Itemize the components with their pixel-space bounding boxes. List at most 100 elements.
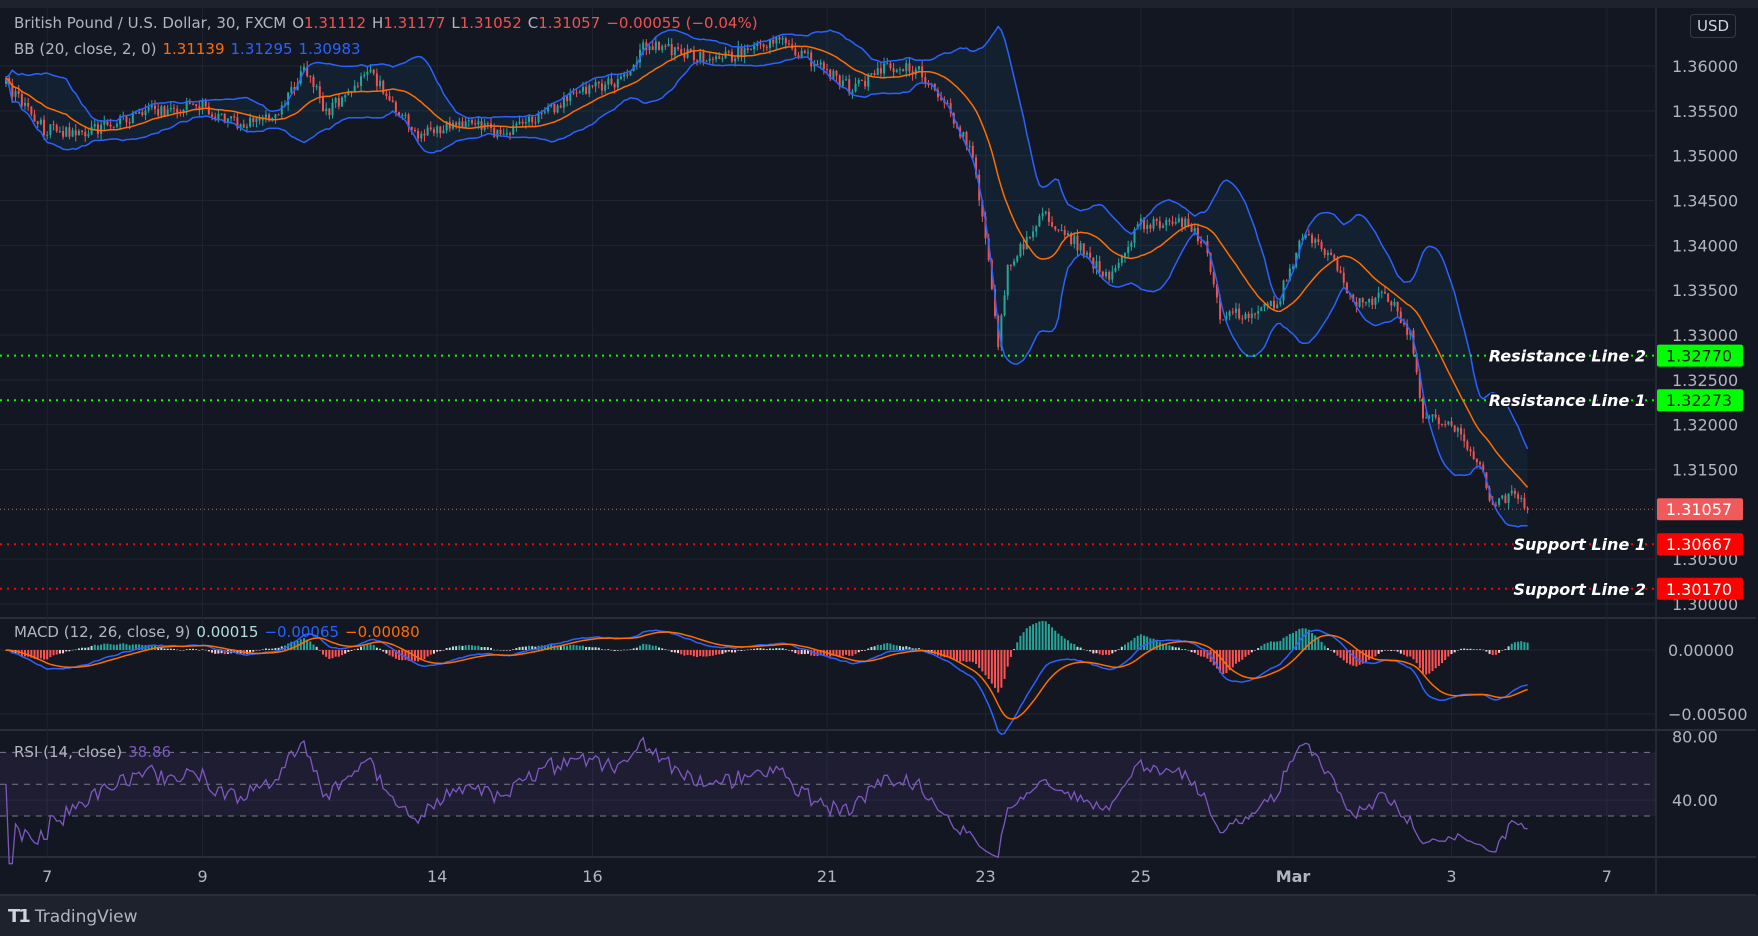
- candle-body: [33, 114, 36, 122]
- macd-histogram-bar: [372, 645, 375, 650]
- macd-histogram-bar: [211, 650, 214, 653]
- candle-body: [667, 44, 670, 47]
- candle-body: [1019, 244, 1022, 257]
- candle-body: [1513, 490, 1516, 495]
- candle-body: [759, 43, 762, 45]
- macd-histogram-bar: [1225, 650, 1228, 674]
- macd-histogram-bar: [1247, 650, 1250, 655]
- bb-band-fill: [6, 26, 1528, 527]
- candle-body: [325, 108, 328, 112]
- macd-histogram-bar: [562, 645, 565, 650]
- candle-body: [639, 49, 641, 63]
- candle-body: [1127, 246, 1130, 254]
- macd-histogram-bar: [531, 646, 534, 650]
- candle-body: [797, 55, 800, 58]
- level-price-badge: 1.30667: [1666, 535, 1732, 554]
- macd-histogram-bar: [71, 649, 74, 651]
- macd-histogram-bar: [616, 650, 619, 651]
- macd-histogram-bar: [975, 650, 978, 665]
- candle-body: [1494, 504, 1497, 506]
- candle-body: [1104, 272, 1107, 277]
- tradingview-brand[interactable]: T𝟭 TradingView: [8, 906, 138, 927]
- macd-histogram-bar: [1124, 644, 1127, 650]
- macd-histogram-bar: [981, 650, 984, 672]
- bb-legend[interactable]: BB (20, close, 2, 0) 1.31139 1.31295 1.3098…: [14, 40, 361, 58]
- macd-histogram-bar: [740, 650, 743, 652]
- bb-basis-value: 1.31139: [162, 40, 225, 58]
- macd-histogram-bar: [160, 646, 163, 650]
- candle-body: [1253, 313, 1256, 315]
- candle-body: [775, 37, 778, 44]
- candle-body: [413, 129, 416, 132]
- macd-histogram-bar: [553, 645, 556, 650]
- candle-body: [131, 112, 134, 124]
- macd-histogram-bar: [192, 648, 195, 650]
- macd-histogram-bar: [445, 648, 448, 650]
- macd-histogram-bar: [876, 644, 879, 650]
- rsi-tick-label: 80.00: [1672, 728, 1718, 747]
- candle-body: [838, 75, 841, 87]
- macd-histogram-bar: [959, 650, 962, 662]
- currency-button[interactable]: USD: [1690, 14, 1737, 38]
- candle-body: [195, 104, 198, 107]
- macd-histogram-bar: [692, 650, 695, 657]
- candle-body: [715, 56, 718, 60]
- candle-body: [255, 118, 258, 123]
- macd-histogram-bar: [432, 650, 435, 654]
- candle-body: [1472, 451, 1475, 459]
- candle-body: [128, 122, 131, 124]
- macd-histogram-bar: [128, 645, 131, 650]
- candle-body: [886, 63, 889, 65]
- candle-body: [470, 120, 473, 124]
- time-tick-label: 14: [427, 867, 447, 886]
- candle-body: [233, 116, 236, 118]
- rsi-legend[interactable]: RSI (14, close) 38.86: [14, 743, 172, 761]
- macd-histogram-bar: [423, 650, 426, 660]
- macd-histogram-bar: [204, 649, 207, 651]
- candle-body: [1032, 231, 1035, 238]
- candle-body: [740, 46, 743, 58]
- candle-body: [296, 83, 299, 91]
- macd-histogram-bar: [1418, 650, 1421, 669]
- macd-histogram-bar: [1507, 646, 1510, 650]
- macd-histogram-bar: [1285, 636, 1288, 650]
- macd-histogram-bar: [1368, 650, 1371, 660]
- candle-body: [1479, 462, 1482, 465]
- macd-histogram-bar: [1510, 643, 1513, 650]
- candle-body: [341, 97, 344, 107]
- macd-histogram-bar: [271, 648, 274, 650]
- macd-histogram-bar: [822, 650, 825, 656]
- candle-body: [1463, 434, 1466, 442]
- macd-histogram-bar: [1260, 645, 1263, 650]
- macd-histogram-bar: [328, 650, 331, 659]
- candle-body: [784, 38, 787, 44]
- macd-histogram-bar: [902, 646, 905, 650]
- macd-histogram-bar: [122, 643, 125, 650]
- candle-body: [699, 51, 702, 62]
- macd-histogram-bar: [696, 650, 699, 658]
- candle-body: [366, 71, 369, 75]
- macd-histogram-bar: [1301, 628, 1304, 650]
- macd-legend[interactable]: MACD (12, 26, close, 9) 0.00015 −0.00065 −0…: [14, 623, 420, 641]
- macd-histogram-bar: [845, 650, 848, 655]
- macd-histogram-bar: [1070, 643, 1073, 650]
- candle-body: [835, 70, 838, 76]
- candle-body: [1215, 284, 1218, 298]
- macd-histogram-bar: [1456, 650, 1459, 651]
- macd-histogram-bar: [898, 645, 901, 650]
- macd-histogram-bar: [451, 646, 454, 650]
- price-tick-label: 1.35000: [1672, 147, 1738, 166]
- candle-body: [540, 112, 543, 114]
- candle-body: [496, 129, 499, 138]
- macd-histogram-bar: [1035, 623, 1038, 650]
- candle-body: [356, 85, 359, 87]
- macd-histogram-bar: [911, 648, 914, 650]
- candle-body: [572, 92, 575, 94]
- macd-histogram-bar: [55, 650, 58, 655]
- candle-body: [71, 130, 74, 137]
- candle-body: [619, 76, 622, 79]
- macd-histogram-bar: [632, 648, 635, 650]
- macd-histogram-bar: [1111, 650, 1114, 654]
- macd-histogram-bar: [1488, 650, 1491, 654]
